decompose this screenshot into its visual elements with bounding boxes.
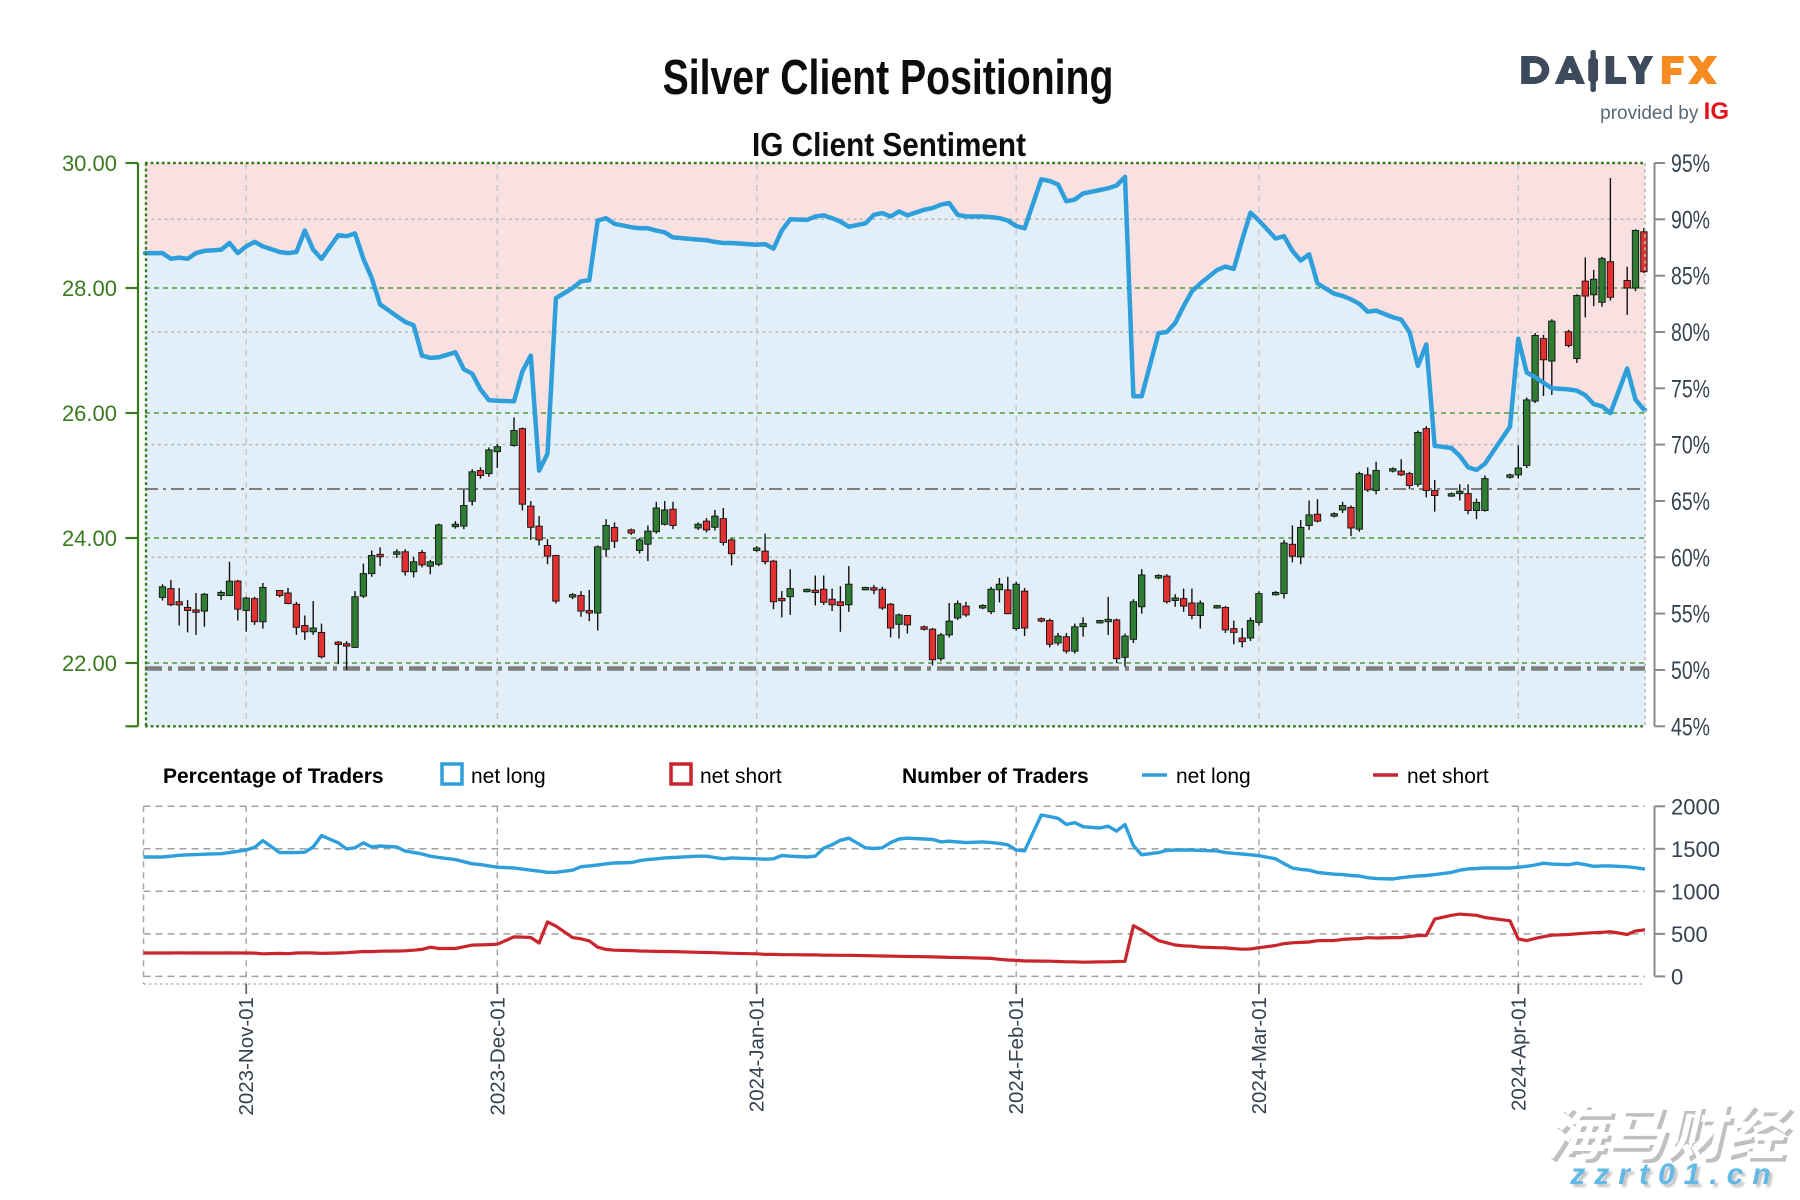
svg-text:65%: 65%: [1671, 488, 1710, 516]
svg-text:30.00: 30.00: [62, 151, 117, 176]
svg-text:45%: 45%: [1671, 713, 1710, 741]
svg-text:2024-Jan-01: 2024-Jan-01: [746, 997, 769, 1112]
svg-text:95%: 95%: [1671, 150, 1710, 178]
svg-text:26.00: 26.00: [62, 401, 117, 426]
svg-text:90%: 90%: [1671, 206, 1710, 234]
svg-text:22.00: 22.00: [62, 651, 117, 676]
svg-text:2023-Dec-01: 2023-Dec-01: [486, 997, 509, 1116]
svg-text:85%: 85%: [1671, 263, 1710, 291]
svg-text:net short: net short: [1407, 765, 1489, 788]
svg-text:55%: 55%: [1671, 601, 1710, 629]
svg-text:net short: net short: [700, 765, 782, 788]
svg-text:75%: 75%: [1671, 375, 1710, 403]
svg-text:24.00: 24.00: [62, 526, 117, 551]
svg-text:Number of Traders: Number of Traders: [902, 765, 1089, 788]
svg-text:0: 0: [1671, 964, 1683, 989]
svg-text:2000: 2000: [1671, 794, 1720, 819]
svg-text:net long: net long: [1176, 765, 1251, 788]
svg-text:2024-Mar-01: 2024-Mar-01: [1248, 997, 1271, 1114]
svg-text:60%: 60%: [1671, 544, 1710, 572]
svg-text:50%: 50%: [1671, 657, 1710, 685]
svg-text:80%: 80%: [1671, 319, 1710, 347]
svg-text:2024-Feb-01: 2024-Feb-01: [1005, 997, 1028, 1114]
svg-text:28.00: 28.00: [62, 276, 117, 301]
svg-text:Percentage of Traders: Percentage of Traders: [163, 765, 384, 788]
svg-text:70%: 70%: [1671, 432, 1710, 460]
svg-text:1500: 1500: [1671, 837, 1720, 862]
svg-text:1000: 1000: [1671, 879, 1720, 904]
svg-text:500: 500: [1671, 922, 1708, 947]
svg-text:2024-Apr-01: 2024-Apr-01: [1507, 997, 1530, 1111]
svg-text:net long: net long: [471, 765, 546, 788]
svg-text:2023-Nov-01: 2023-Nov-01: [235, 997, 258, 1116]
